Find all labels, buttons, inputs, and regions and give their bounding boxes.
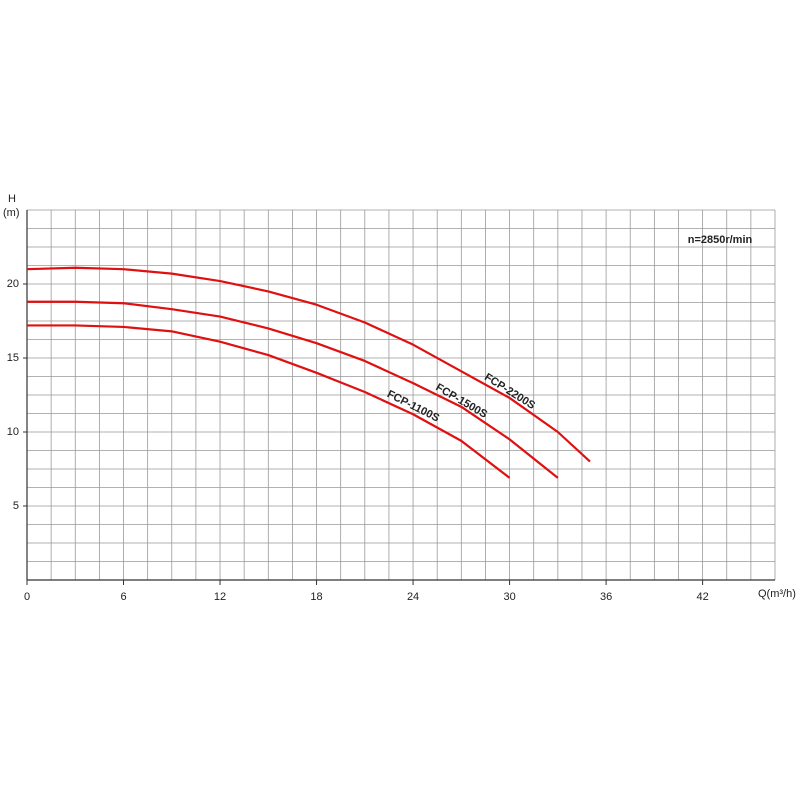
y-tick-label: 10 [7, 426, 19, 438]
x-tick-label: 24 [407, 591, 419, 603]
y-axis-unit: (m) [3, 207, 20, 219]
series-line [27, 300, 559, 479]
x-tick-label: 30 [503, 591, 515, 603]
x-tick-label: 36 [600, 591, 612, 603]
x-tick-label: 42 [696, 591, 708, 603]
series-line [27, 324, 511, 479]
y-tick-label: 20 [7, 278, 19, 290]
x-tick-label: 6 [120, 591, 126, 603]
x-tick-label: 12 [214, 591, 226, 603]
y-tick-label: 15 [7, 352, 19, 364]
x-axis-label: Q(m³/h) [758, 588, 796, 600]
y-tick-label: 5 [13, 500, 19, 512]
annotation: n=2850r/min [688, 234, 753, 246]
x-tick-label: 0 [24, 591, 30, 603]
x-tick-label: 18 [310, 591, 322, 603]
series-line [26, 266, 591, 463]
y-axis-label: H [8, 193, 16, 205]
